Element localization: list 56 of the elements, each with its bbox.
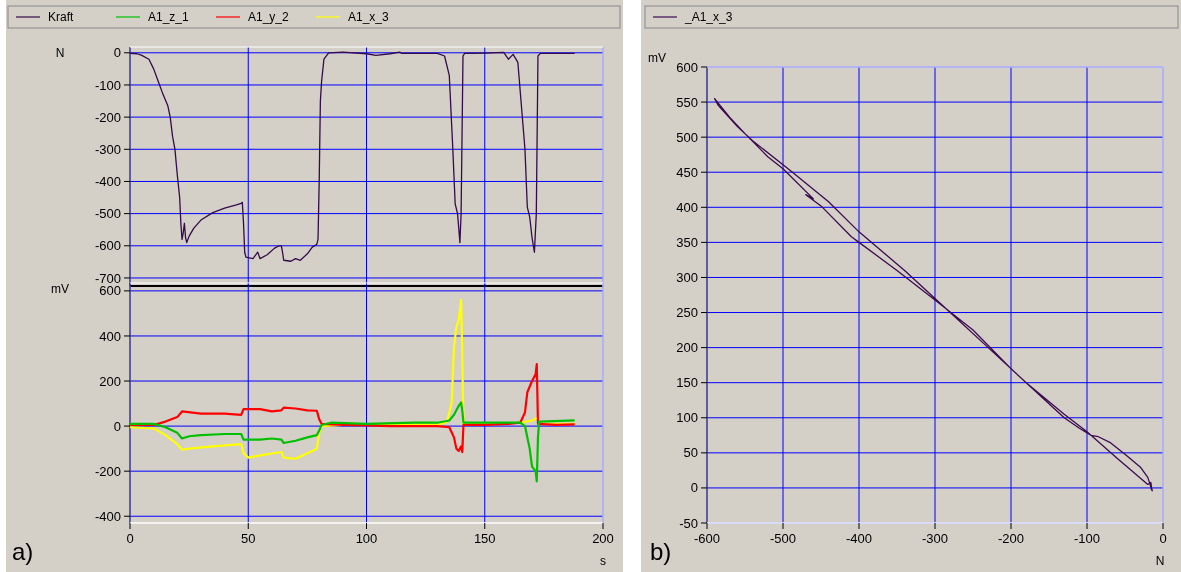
legend-label: A1_x_3 [348,10,390,24]
y-tick-label: 400 [99,328,121,344]
x-tick-label: -600 [693,531,721,546]
y-tick-label: -500 [94,206,121,222]
y-tick-label: -600 [94,238,121,254]
y-tick-label: 300 [676,270,698,286]
y-tick-label: 600 [676,59,698,75]
y-tick-label: -300 [94,141,121,157]
y-tick-label: -200 [94,463,121,479]
y-tick-label: 550 [676,94,698,110]
legend-label: A1_z_1 [148,10,190,24]
y-tick-label: -400 [94,174,121,190]
x-tick-label: -200 [997,531,1025,546]
y-tick-label: 450 [676,164,698,180]
x-tick-label: -300 [921,531,949,546]
x-axis-title: s [600,554,606,568]
x-tick-label: 100 [355,531,378,546]
y-tick-label: 0 [113,45,121,61]
line-series [130,363,576,454]
legend-label: _A1_x_3 [684,10,733,24]
x-tick-label: 50 [241,531,256,546]
y-tick-label: -700 [94,270,121,286]
line-series [713,97,1154,493]
text: a) [12,538,34,565]
text: b) [650,538,672,565]
x-tick-label: 0 [1159,531,1167,546]
y-tick-label: 250 [676,305,698,321]
x-axis-title: N [1155,554,1165,568]
y-tick-label: 100 [676,410,698,426]
y-axis-title: N [55,46,65,60]
y-tick-label: -200 [94,109,121,125]
y-tick-label: -400 [94,508,121,524]
y-tick-label: 600 [99,283,121,299]
x-tick-label: -400 [845,531,873,546]
x-tick-label: -100 [1073,531,1101,546]
legend-label: A1_y_2 [248,10,290,24]
y-tick-label: 200 [99,373,121,389]
legend-label: Kraft [48,10,75,24]
line-series [130,51,576,262]
line-series [130,401,576,483]
y-tick-label: 350 [676,234,698,250]
y-tick-label: 150 [676,375,698,391]
y-tick-label: -100 [94,77,121,93]
y-axis-title: mV [648,51,666,65]
y-tick-label: 400 [676,199,698,215]
y-tick-label: 200 [676,340,698,356]
x-tick-label: -500 [769,531,797,546]
y-tick-label: 50 [683,445,698,461]
x-tick-label: 150 [473,531,496,546]
y-tick-label: 0 [113,418,121,434]
y-tick-label: 500 [676,129,698,145]
x-tick-label: 200 [592,531,614,546]
y-tick-label: 0 [690,480,698,496]
y-tick-label: -50 [679,515,698,531]
x-tick-label: 0 [126,531,134,546]
y-axis-title: mV [51,282,69,296]
